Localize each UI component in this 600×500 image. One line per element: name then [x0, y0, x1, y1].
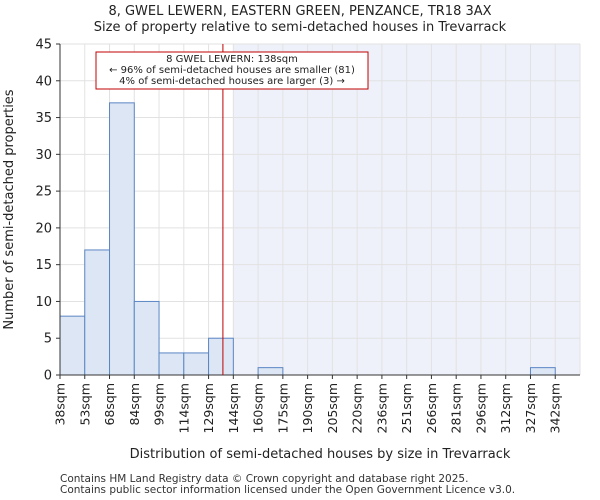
- x-tick-label: 205sqm: [325, 383, 340, 433]
- bar-129sqm: [208, 337, 234, 376]
- x-tick-label: 129sqm: [201, 383, 216, 433]
- x-tick-label: 175sqm: [275, 383, 290, 433]
- chart-title: 8, GWEL LEWERN, EASTERN GREEN, PENZANCE,…: [108, 4, 492, 19]
- x-tick-label: 327sqm: [523, 383, 538, 433]
- y-tick-label: 30: [35, 148, 52, 163]
- x-axis-title: Distribution of semi-detached houses by …: [130, 447, 511, 462]
- footer-line-1: Contains HM Land Registry data © Crown c…: [60, 473, 469, 485]
- bar-84sqm: [133, 300, 160, 376]
- bar-160sqm: [257, 367, 284, 376]
- x-tick-label: 53sqm: [77, 383, 92, 426]
- y-tick-label: 5: [44, 332, 52, 347]
- y-tick-label: 20: [35, 221, 52, 236]
- x-tick-label: 84sqm: [127, 383, 142, 426]
- chart-subtitle: Size of property relative to semi-detach…: [93, 20, 507, 35]
- footer-line-2: Contains public sector information licen…: [60, 484, 516, 496]
- x-tick-label: 99sqm: [152, 383, 167, 426]
- annotation-line-2: ← 96% of semi-detached houses are smalle…: [109, 65, 355, 76]
- x-tick-label: 296sqm: [473, 383, 488, 433]
- x-tick-label: 68sqm: [102, 383, 117, 426]
- y-tick-label: 10: [35, 295, 52, 310]
- y-tick-label: 35: [35, 111, 52, 126]
- x-tick-label: 190sqm: [300, 383, 315, 433]
- y-tick-label: 0: [44, 369, 52, 384]
- x-tick-label: 312sqm: [498, 383, 513, 433]
- x-tick-label: 144sqm: [226, 383, 241, 433]
- annotation-box: [95, 51, 369, 90]
- bar-327sqm: [529, 367, 556, 376]
- annotation-line-3: 4% of semi-detached houses are larger (3…: [119, 76, 345, 87]
- x-tick-label: 220sqm: [350, 383, 365, 433]
- y-tick-label: 45: [35, 38, 52, 53]
- y-tick-label: 40: [35, 74, 52, 89]
- x-tick-label: 251sqm: [399, 383, 414, 433]
- x-tick-label: 38sqm: [53, 383, 68, 426]
- x-tick-label: 281sqm: [449, 383, 464, 433]
- x-tick-label: 342sqm: [548, 383, 563, 433]
- y-tick-label: 15: [35, 258, 52, 273]
- x-tick-label: 236sqm: [374, 383, 389, 433]
- y-axis-title: Number of semi-detached properties: [2, 89, 17, 329]
- bar-53sqm: [84, 249, 111, 376]
- bar-38sqm: [59, 315, 86, 376]
- x-tick-label: 266sqm: [424, 383, 439, 433]
- x-tick-label: 114sqm: [176, 383, 191, 433]
- bar-68sqm: [109, 102, 135, 376]
- y-tick-label: 25: [35, 185, 52, 200]
- bar-114sqm: [183, 352, 210, 376]
- x-tick-label: 160sqm: [251, 383, 266, 433]
- annotation-line-1: 8 GWEL LEWERN: 138sqm: [166, 54, 298, 65]
- bar-99sqm: [158, 352, 185, 376]
